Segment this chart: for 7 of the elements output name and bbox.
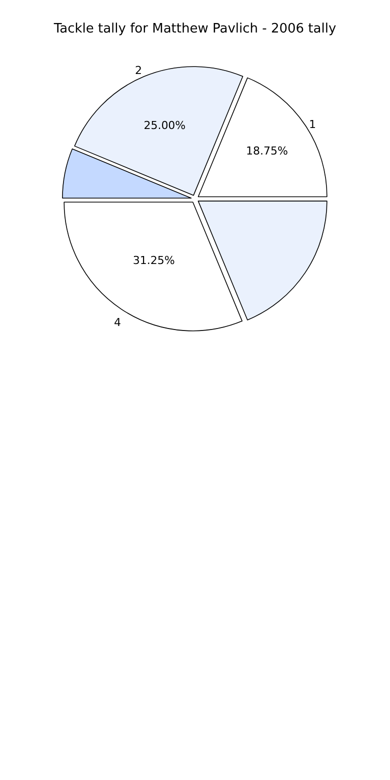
data-label: 31.25% [132, 254, 175, 268]
slice-label: 1 [309, 118, 316, 131]
chart-title: Tackle tally for Matthew Pavlich - 2006 tally [52, 22, 336, 36]
slice-label: 4 [114, 316, 121, 329]
data-label: 18.75% [246, 144, 288, 158]
slice-label: 2 [135, 64, 142, 77]
data-label: 25.00% [144, 119, 186, 132]
